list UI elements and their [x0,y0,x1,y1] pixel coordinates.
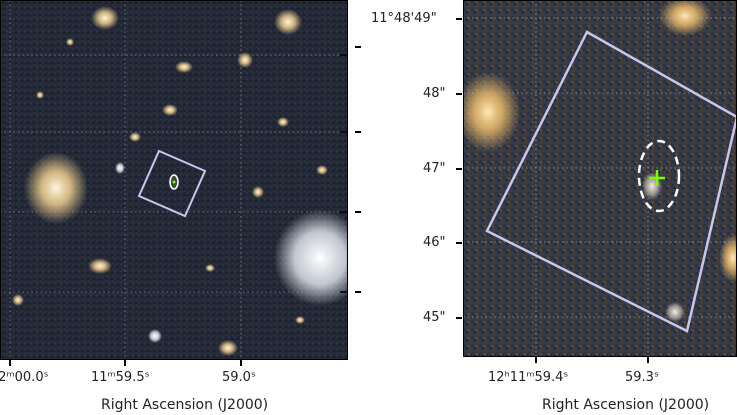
right-sky-svg [463,0,737,357]
left-x-tick-3: 59.0ˢ [222,370,256,385]
right-sky-image [463,0,737,357]
right-x-tick-2: 59.3ˢ [625,370,659,385]
right-x-axis-label: Right Ascension (J2000) [542,397,710,413]
right-y-tick-5: 45" [423,310,446,325]
right-y-tick-3: 47" [423,161,446,176]
target-marker [172,180,176,184]
right-y-tick-2: 48" [423,86,446,101]
field-box-zoom [485,30,737,333]
left-sky-svg [0,0,348,360]
right-y-tick-1: 11°48'49" [371,11,437,26]
left-x-axis-label: Right Ascension (J2000) [101,397,269,413]
right-y-tick-4: 46" [423,235,446,250]
bright-star-right [274,210,348,306]
galaxy-upper-left [463,72,520,152]
cross-marker [649,170,665,186]
field-box [137,149,207,218]
target-ellipse-zoom [637,139,681,213]
bright-galaxy-left [24,152,88,224]
left-x-tick-2: 11ᵐ59.5ˢ [91,370,150,385]
left-x-tick-1: 12ᵐ00.0ˢ [0,370,49,385]
right-x-tick-1: 12ʰ11ᵐ59.4ˢ [488,370,569,385]
left-sky-image [0,0,348,360]
target-source [642,172,662,200]
